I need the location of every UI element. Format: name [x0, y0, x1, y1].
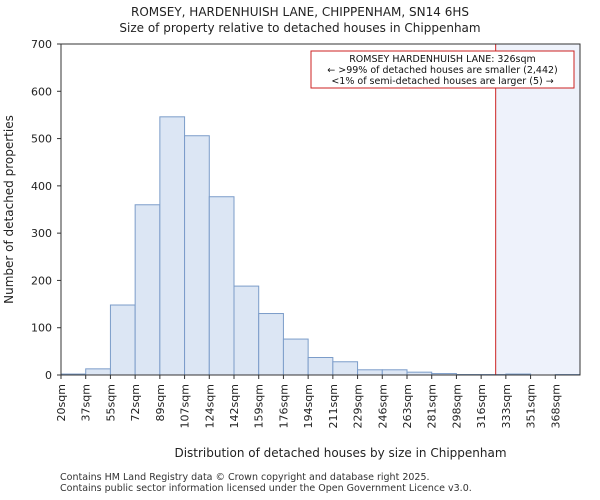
x-tick-label-159sqm: 159sqm — [253, 384, 266, 428]
x-tick-label-37sqm: 37sqm — [80, 384, 93, 421]
y-tick-label-400: 400 — [31, 180, 52, 193]
x-tick-label-142sqm: 142sqm — [228, 384, 241, 428]
bar-55sqm — [109, 304, 136, 376]
annotation-line-1: ROMSEY HARDENHUISH LANE: 326sqm — [349, 54, 536, 65]
x-tick-label-89sqm: 89sqm — [154, 384, 167, 421]
footer-line-1: Contains HM Land Registry data © Crown c… — [60, 472, 430, 483]
bar-229sqm — [357, 369, 383, 376]
annotation-line-2: ← >99% of detached houses are smaller (2… — [327, 65, 558, 76]
bar-142sqm — [233, 285, 260, 376]
bar-89sqm — [159, 116, 186, 376]
bars-group — [60, 116, 581, 376]
x-tick-label-211sqm: 211sqm — [327, 384, 340, 428]
bar-176sqm — [282, 338, 309, 376]
bar-107sqm — [184, 135, 210, 376]
y-tick-label-500: 500 — [31, 133, 52, 146]
x-tick-label-246sqm: 246sqm — [376, 384, 389, 428]
highlight-region — [495, 44, 580, 375]
x-tick-label-72sqm: 72sqm — [129, 384, 142, 421]
x-tick-label-55sqm: 55sqm — [104, 384, 117, 421]
x-tick-label-176sqm: 176sqm — [277, 384, 290, 428]
x-tick-label-351sqm: 351sqm — [525, 384, 538, 428]
x-tick-label-107sqm: 107sqm — [179, 384, 192, 428]
bar-37sqm — [85, 368, 111, 376]
bar-159sqm — [258, 313, 284, 376]
y-tick-label-100: 100 — [31, 322, 52, 335]
footer-line-2: Contains public sector information licen… — [60, 483, 472, 494]
x-tick-label-229sqm: 229sqm — [352, 384, 365, 428]
x-tick-label-124sqm: 124sqm — [203, 384, 216, 428]
y-tick-label-0: 0 — [45, 369, 52, 382]
x-tick-label-263sqm: 263sqm — [401, 384, 414, 428]
chart-subtitle: Size of property relative to detached ho… — [119, 21, 481, 35]
y-tick-label-600: 600 — [31, 85, 52, 98]
plot-frame — [60, 43, 581, 376]
x-tick-label-333sqm: 333sqm — [500, 384, 513, 428]
x-axis: 20sqm 37sqm 55sqm 72sqm 89sqm 107sqm 124sqm 142… — [55, 375, 562, 428]
y-tick-label-200: 200 — [31, 274, 52, 287]
x-tick-label-281sqm: 281sqm — [426, 384, 439, 428]
y-axis: 0 100 200 300 400 500 600 700 — [31, 38, 61, 382]
y-tick-label-700: 700 — [31, 38, 52, 51]
chart-title: ROMSEY, HARDENHUISH LANE, CHIPPENHAM, SN… — [131, 5, 469, 19]
x-tick-label-20sqm: 20sqm — [55, 384, 68, 421]
x-tick-label-194sqm: 194sqm — [302, 384, 315, 428]
bar-211sqm — [332, 361, 359, 376]
bar-246sqm — [381, 369, 408, 376]
bar-72sqm — [134, 204, 161, 376]
annotation-box: ROMSEY HARDENHUISH LANE: 326sqm ← >99% o… — [310, 50, 575, 89]
x-axis-label: Distribution of detached houses by size … — [174, 446, 506, 460]
annotation-frame — [310, 50, 575, 89]
y-axis-label: Number of detached properties — [2, 115, 16, 304]
bar-194sqm — [307, 357, 334, 376]
x-tick-label-298sqm: 298sqm — [450, 384, 463, 428]
x-tick-label-316sqm: 316sqm — [475, 384, 488, 428]
annotation-line-3: <1% of semi-detached houses are larger (… — [331, 76, 553, 87]
bar-124sqm — [208, 196, 235, 376]
y-tick-label-300: 300 — [31, 227, 52, 240]
x-tick-label-368sqm: 368sqm — [549, 384, 562, 428]
